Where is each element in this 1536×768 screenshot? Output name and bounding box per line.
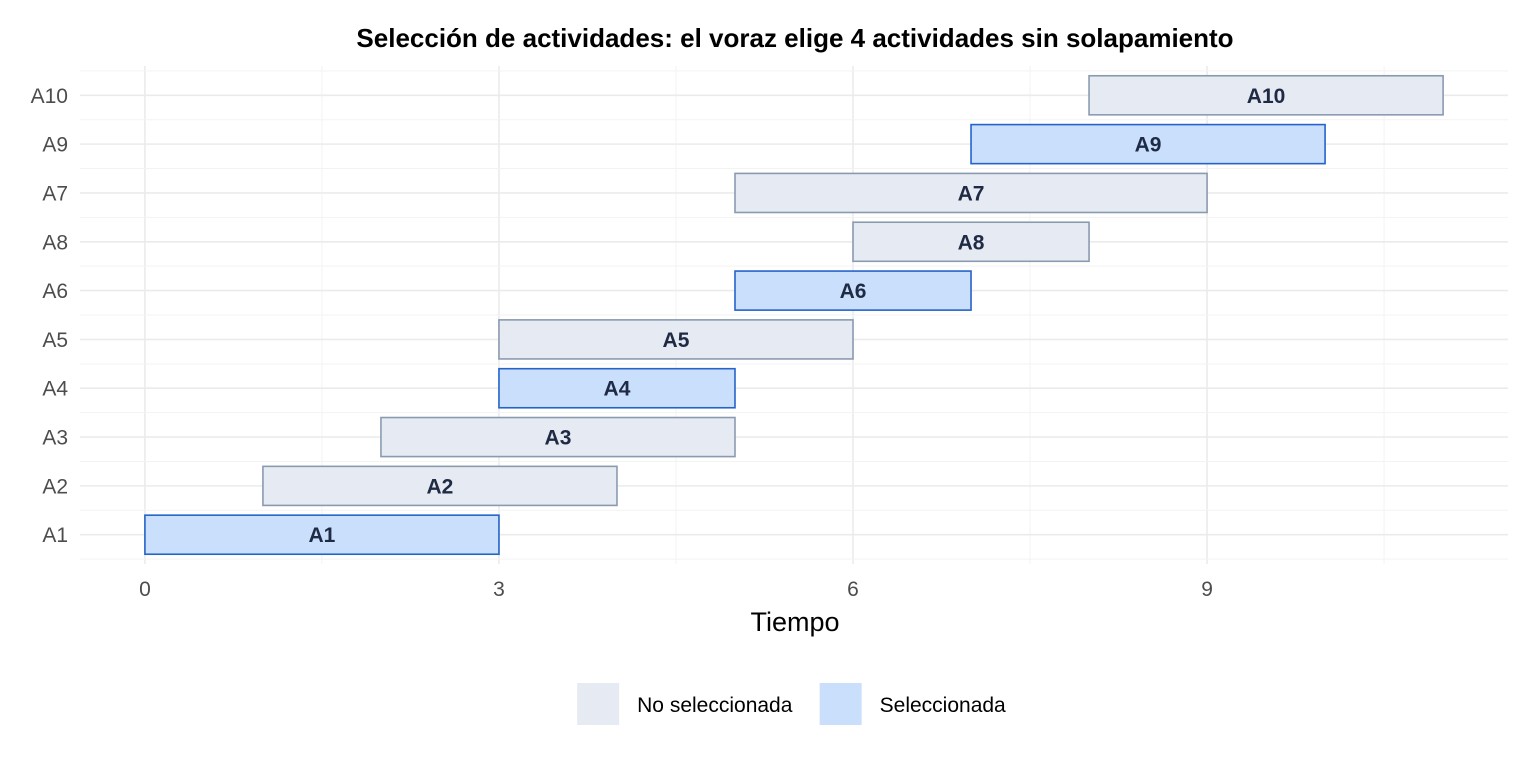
bar-label-a1: A1 — [309, 524, 336, 547]
y-tick-label: A7 — [42, 182, 68, 205]
activity-bar-a3 — [380, 416, 736, 458]
activity-bar-a1 — [144, 514, 500, 556]
y-tick-label: A6 — [42, 280, 68, 303]
legend: No seleccionada Seleccionada — [577, 683, 1006, 725]
bar-label-a8: A8 — [958, 231, 985, 254]
legend-key — [819, 683, 862, 725]
y-tick-label: A4 — [42, 378, 68, 401]
y-axis-tick-labels: A1 A2 A3 A4 A5 A6 A8 A7 A9 A10 — [31, 85, 69, 547]
bar-label-a5: A5 — [663, 329, 690, 352]
y-tick-label: A8 — [42, 231, 68, 254]
bar-label-a2: A2 — [427, 475, 454, 498]
bar-label-a3: A3 — [545, 427, 572, 450]
bars: A1 A2 A3 A4 A5 A6 A8 A7 A9 A10 — [144, 74, 1444, 556]
activity-bar-a9 — [970, 123, 1326, 165]
activity-bar-a10 — [1088, 74, 1444, 116]
x-tick-label: 0 — [139, 578, 151, 601]
bar-label-a4: A4 — [604, 378, 631, 401]
x-tick-label: 3 — [493, 578, 505, 601]
activity-bar-a4 — [498, 367, 736, 409]
bar-label-a7: A7 — [958, 182, 985, 205]
y-tick-label: A2 — [42, 475, 68, 498]
legend-label: No seleccionada — [637, 694, 793, 717]
x-tick-label: 9 — [1201, 578, 1213, 601]
activity-bar-a5 — [498, 319, 854, 360]
y-tick-label: A10 — [31, 85, 68, 108]
bar-label-a6: A6 — [840, 280, 867, 303]
legend-label: Seleccionada — [880, 694, 1006, 717]
x-axis-tick-labels: 0 3 6 9 — [139, 578, 1213, 601]
bar-label-a10: A10 — [1247, 85, 1286, 108]
y-tick-label: A1 — [42, 524, 68, 547]
y-tick-label: A3 — [42, 427, 68, 450]
x-axis-title: Tiempo — [750, 607, 839, 637]
y-tick-label: A9 — [42, 134, 68, 157]
legend-key — [577, 683, 620, 725]
x-tick-label: 6 — [847, 578, 859, 601]
activity-bar-a2 — [262, 465, 618, 507]
activity-bar-a6 — [734, 270, 972, 311]
y-tick-label: A5 — [42, 329, 68, 352]
activity-bar-a8 — [852, 221, 1090, 263]
activity-bar-a7 — [734, 172, 1208, 214]
bar-label-a9: A9 — [1135, 134, 1162, 157]
chart-title: Selección de actividades: el voraz elige… — [356, 23, 1233, 53]
